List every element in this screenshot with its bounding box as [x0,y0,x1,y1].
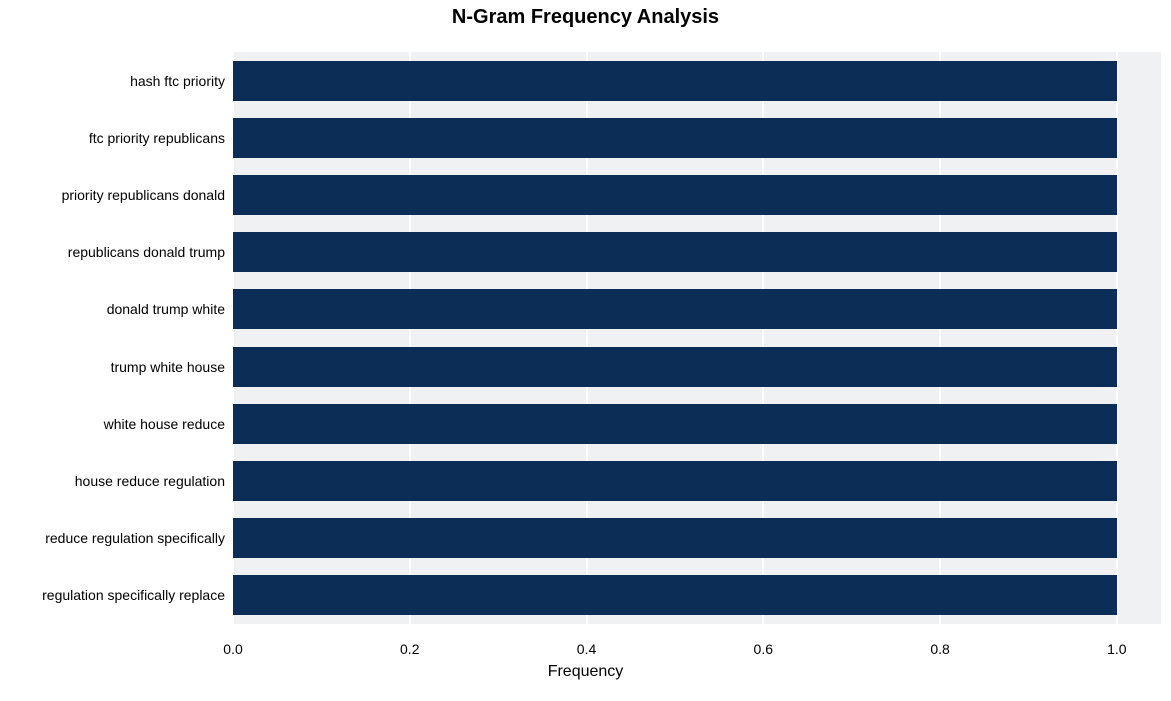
x-tick-label: 0.6 [754,641,773,657]
chart-title: N-Gram Frequency Analysis [0,6,1171,29]
x-axis-label: Frequency [0,663,1171,681]
x-tick-label: 0.0 [223,641,242,657]
y-tick-label: ftc priority republicans [89,130,225,146]
x-tick-label: 0.2 [400,641,419,657]
bar [233,232,1117,272]
bar [233,404,1117,444]
x-axis-ticks: 0.00.20.40.60.81.0 [233,639,1161,661]
y-tick-label: trump white house [111,359,225,375]
x-tick-label: 1.0 [1107,641,1126,657]
chart-body: hash ftc priority ftc priority republican… [0,37,1171,639]
y-tick-label: hash ftc priority [130,73,225,89]
y-tick-label: house reduce regulation [75,473,225,489]
y-tick-label: regulation specifically replace [42,587,225,603]
bar [233,175,1117,215]
x-tick-label: 0.8 [930,641,949,657]
bar [233,118,1117,158]
plot-area [233,37,1161,639]
y-tick-label: reduce regulation specifically [45,530,225,546]
bar [233,289,1117,329]
bar [233,518,1117,558]
bar [233,461,1117,501]
bar [233,347,1117,387]
y-tick-label: white house reduce [104,416,225,432]
bar [233,575,1117,615]
ngram-frequency-chart: N-Gram Frequency Analysis hash ftc prior… [0,0,1171,701]
y-axis: hash ftc priority ftc priority republican… [0,37,233,639]
y-tick-label: priority republicans donald [62,187,225,203]
x-tick-label: 0.4 [577,641,596,657]
y-tick-label: donald trump white [107,301,225,317]
y-tick-label: republicans donald trump [68,244,225,260]
bar [233,61,1117,101]
